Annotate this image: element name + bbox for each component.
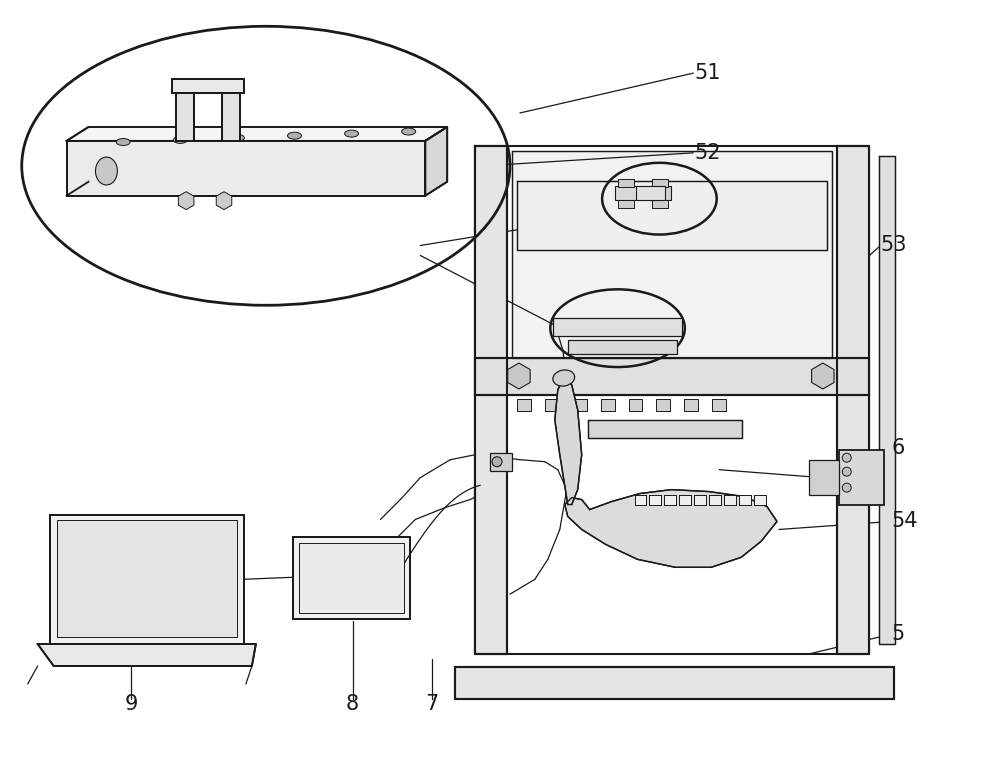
Bar — [629, 399, 642, 411]
Ellipse shape — [402, 128, 416, 135]
Bar — [684, 399, 698, 411]
Polygon shape — [694, 495, 706, 504]
Polygon shape — [555, 375, 582, 504]
Polygon shape — [812, 363, 834, 389]
Polygon shape — [178, 192, 194, 210]
Polygon shape — [664, 495, 676, 504]
Text: 7: 7 — [426, 694, 439, 714]
Ellipse shape — [345, 130, 359, 137]
Bar — [649, 186, 671, 200]
Text: 5: 5 — [892, 624, 905, 644]
Bar — [490, 453, 512, 471]
Circle shape — [842, 483, 851, 492]
Circle shape — [492, 456, 502, 466]
Bar — [809, 459, 839, 495]
Bar — [601, 399, 615, 411]
Polygon shape — [172, 79, 244, 93]
Polygon shape — [512, 151, 832, 358]
Bar — [588, 420, 742, 438]
Text: 51: 51 — [694, 63, 721, 83]
Ellipse shape — [288, 133, 301, 139]
Bar — [636, 186, 665, 200]
Polygon shape — [879, 155, 895, 644]
Circle shape — [842, 467, 851, 476]
Text: 6: 6 — [892, 437, 905, 458]
Polygon shape — [754, 495, 766, 504]
Text: 54: 54 — [892, 511, 918, 531]
Bar — [712, 399, 726, 411]
Polygon shape — [38, 644, 256, 666]
Polygon shape — [67, 141, 425, 196]
Text: 52: 52 — [694, 142, 721, 163]
Polygon shape — [635, 495, 646, 504]
Bar — [839, 450, 884, 504]
Polygon shape — [425, 127, 447, 196]
Bar — [618, 200, 634, 207]
Polygon shape — [508, 363, 530, 389]
Bar — [517, 399, 531, 411]
Bar — [652, 200, 668, 207]
Bar — [299, 543, 404, 613]
Circle shape — [842, 453, 851, 463]
Text: 9: 9 — [125, 694, 138, 714]
Ellipse shape — [173, 136, 187, 143]
Polygon shape — [57, 520, 237, 637]
Bar — [615, 186, 637, 200]
Text: 53: 53 — [881, 235, 907, 255]
Polygon shape — [475, 358, 869, 395]
Polygon shape — [475, 146, 507, 654]
Polygon shape — [67, 127, 447, 141]
Polygon shape — [649, 495, 661, 504]
Polygon shape — [50, 514, 244, 644]
Polygon shape — [679, 495, 691, 504]
Polygon shape — [455, 667, 894, 699]
Bar — [517, 181, 827, 251]
Bar — [293, 537, 410, 620]
Polygon shape — [739, 495, 751, 504]
Polygon shape — [724, 495, 736, 504]
Polygon shape — [216, 192, 232, 210]
Ellipse shape — [553, 370, 575, 386]
Bar — [618, 179, 634, 187]
Text: 8: 8 — [346, 694, 359, 714]
Polygon shape — [709, 495, 721, 504]
Bar — [568, 340, 677, 354]
Bar — [656, 399, 670, 411]
Ellipse shape — [230, 134, 244, 141]
Polygon shape — [222, 93, 240, 141]
Polygon shape — [565, 490, 777, 568]
Bar — [652, 179, 668, 187]
Bar — [573, 399, 587, 411]
Polygon shape — [837, 146, 869, 654]
Polygon shape — [176, 93, 194, 141]
Ellipse shape — [95, 157, 117, 185]
Bar — [553, 319, 682, 336]
Bar — [545, 399, 559, 411]
Ellipse shape — [116, 139, 130, 146]
